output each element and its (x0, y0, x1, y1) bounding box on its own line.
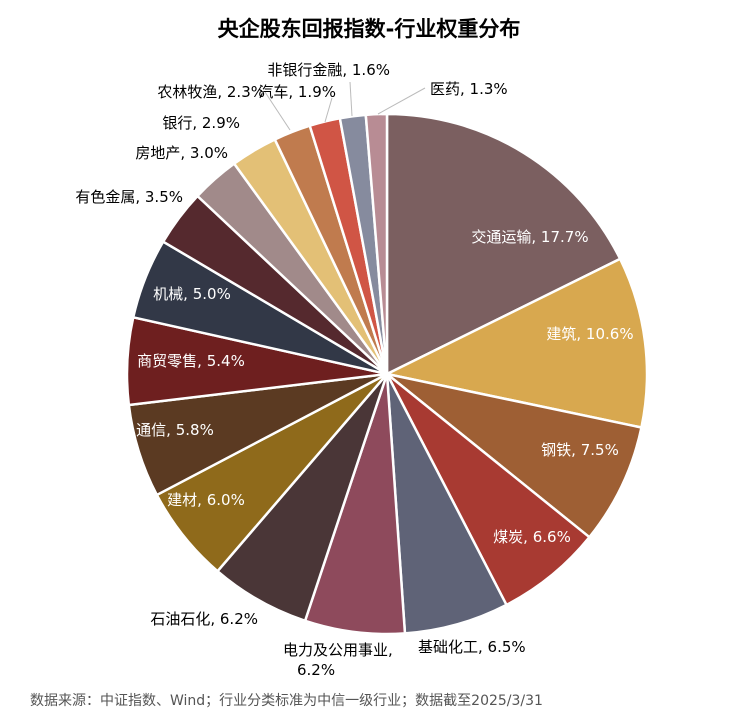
leader-line (377, 87, 426, 115)
slice-label: 钢铁, 7.5% (541, 441, 619, 459)
slice-label: 农林牧渔, 2.3% (157, 83, 265, 101)
slice-label: 石油石化, 6.2% (150, 610, 258, 628)
slice-label: 商贸零售, 5.4% (137, 352, 245, 370)
pie-slice (385, 372, 591, 607)
pie-slice (385, 257, 649, 429)
slice-label: 电力及公用事业, 6.2% (283, 641, 393, 679)
slice-label: 汽车, 1.9% (258, 83, 336, 101)
slice-label: 建筑, 10.6% (546, 325, 633, 343)
leader-line (324, 97, 333, 123)
slice-label: 有色金属, 3.5% (75, 188, 183, 206)
chart-title: 央企股东回报指数-行业权重分布 (218, 17, 521, 41)
slice-label: 银行, 2.9% (162, 114, 240, 132)
slice-label: 医药, 1.3% (430, 80, 508, 98)
pie-slice (385, 372, 643, 539)
slice-label: 建材, 6.0% (167, 491, 245, 509)
slice-label: 煤炭, 6.6% (493, 528, 571, 546)
slice-label: 基础化工, 6.5% (418, 638, 526, 656)
slice-label: 通信, 5.8% (136, 421, 214, 439)
slice-label: 机械, 5.0% (153, 285, 231, 303)
leader-line (349, 81, 353, 117)
slice-label: 房地产, 3.0% (135, 144, 228, 162)
slice-label: 非银行金融, 1.6% (267, 61, 390, 79)
source-note: 数据来源：中证指数、Wind；行业分类标准为中信一级行业；数据截至2025/3/… (30, 693, 543, 709)
slice-label: 交通运输, 17.7% (471, 228, 588, 246)
leader-line (264, 91, 291, 131)
pie-slice (385, 112, 622, 376)
pie-slice (364, 112, 389, 376)
